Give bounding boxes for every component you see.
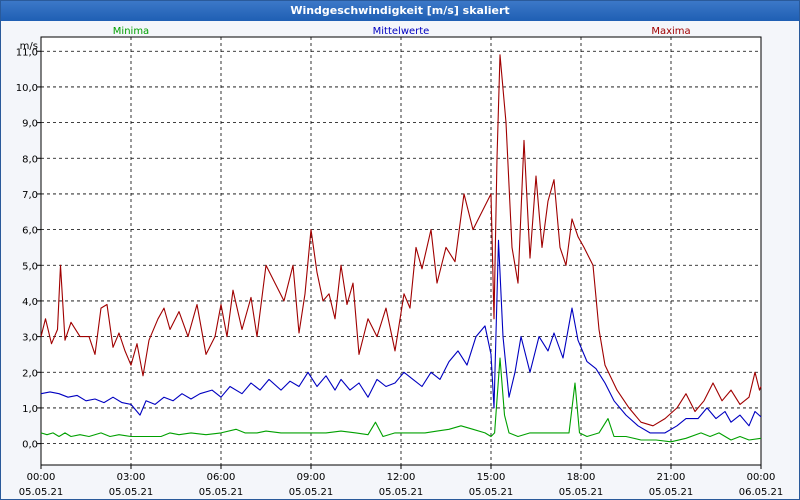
legend-minima: Minima <box>113 26 149 37</box>
series-line-maxima <box>40 54 762 427</box>
x-tick-date: 05.05.21 <box>649 487 694 498</box>
series-line-mittelwerte <box>40 239 762 434</box>
legend-mittelwerte: Mittelwerte <box>373 26 430 37</box>
y-axis-label: m/s <box>20 41 38 52</box>
y-tick-label: 8,0 <box>22 154 38 165</box>
x-tick-date: 05.05.21 <box>19 487 64 498</box>
y-tick-label: 11,0 <box>16 47 38 58</box>
y-tick-label: 1,0 <box>22 404 38 415</box>
y-tick-label: 7,0 <box>22 190 38 201</box>
x-tick-time: 12:00 <box>387 472 416 483</box>
wind-speed-chart: Minima Mittelwerte Maxima 11,0 10,0 9,0 8,0 7,… <box>16 26 784 498</box>
x-tick-time: 03:00 <box>117 472 146 483</box>
y-tick-label: 4,0 <box>22 297 38 308</box>
y-tick-label: 0,0 <box>22 440 38 451</box>
legend-maxima: Maxima <box>651 26 690 37</box>
y-tick-label: 3,0 <box>22 333 38 344</box>
y-tick-label: 2,0 <box>22 368 38 379</box>
x-tick-time: 00:00 <box>27 472 56 483</box>
x-tick-date: 06.05.21 <box>739 487 784 498</box>
x-tick-time: 09:00 <box>297 472 326 483</box>
x-tick-date: 05.05.21 <box>289 487 334 498</box>
y-tick-label: 5,0 <box>22 261 38 272</box>
x-tick-time: 18:00 <box>567 472 596 483</box>
x-tick-date: 05.05.21 <box>109 487 154 498</box>
y-tick-label: 9,0 <box>22 119 38 130</box>
x-tick-time: 15:00 <box>477 472 506 483</box>
x-tick-date: 05.05.21 <box>559 487 604 498</box>
x-tick-time: 21:00 <box>657 472 686 483</box>
plot-area <box>40 36 762 466</box>
x-tick-time: 00:00 <box>747 472 776 483</box>
y-tick-label: 6,0 <box>22 226 38 237</box>
x-tick-date: 05.05.21 <box>379 487 424 498</box>
x-tick-date: 05.05.21 <box>469 487 514 498</box>
x-tick-time: 06:00 <box>207 472 236 483</box>
x-tick-date: 05.05.21 <box>199 487 244 498</box>
window-title: Windgeschwindigkeit [m/s] skaliert <box>1 1 799 21</box>
series-line-minima <box>40 357 762 443</box>
y-tick-label: 10,0 <box>16 83 38 94</box>
